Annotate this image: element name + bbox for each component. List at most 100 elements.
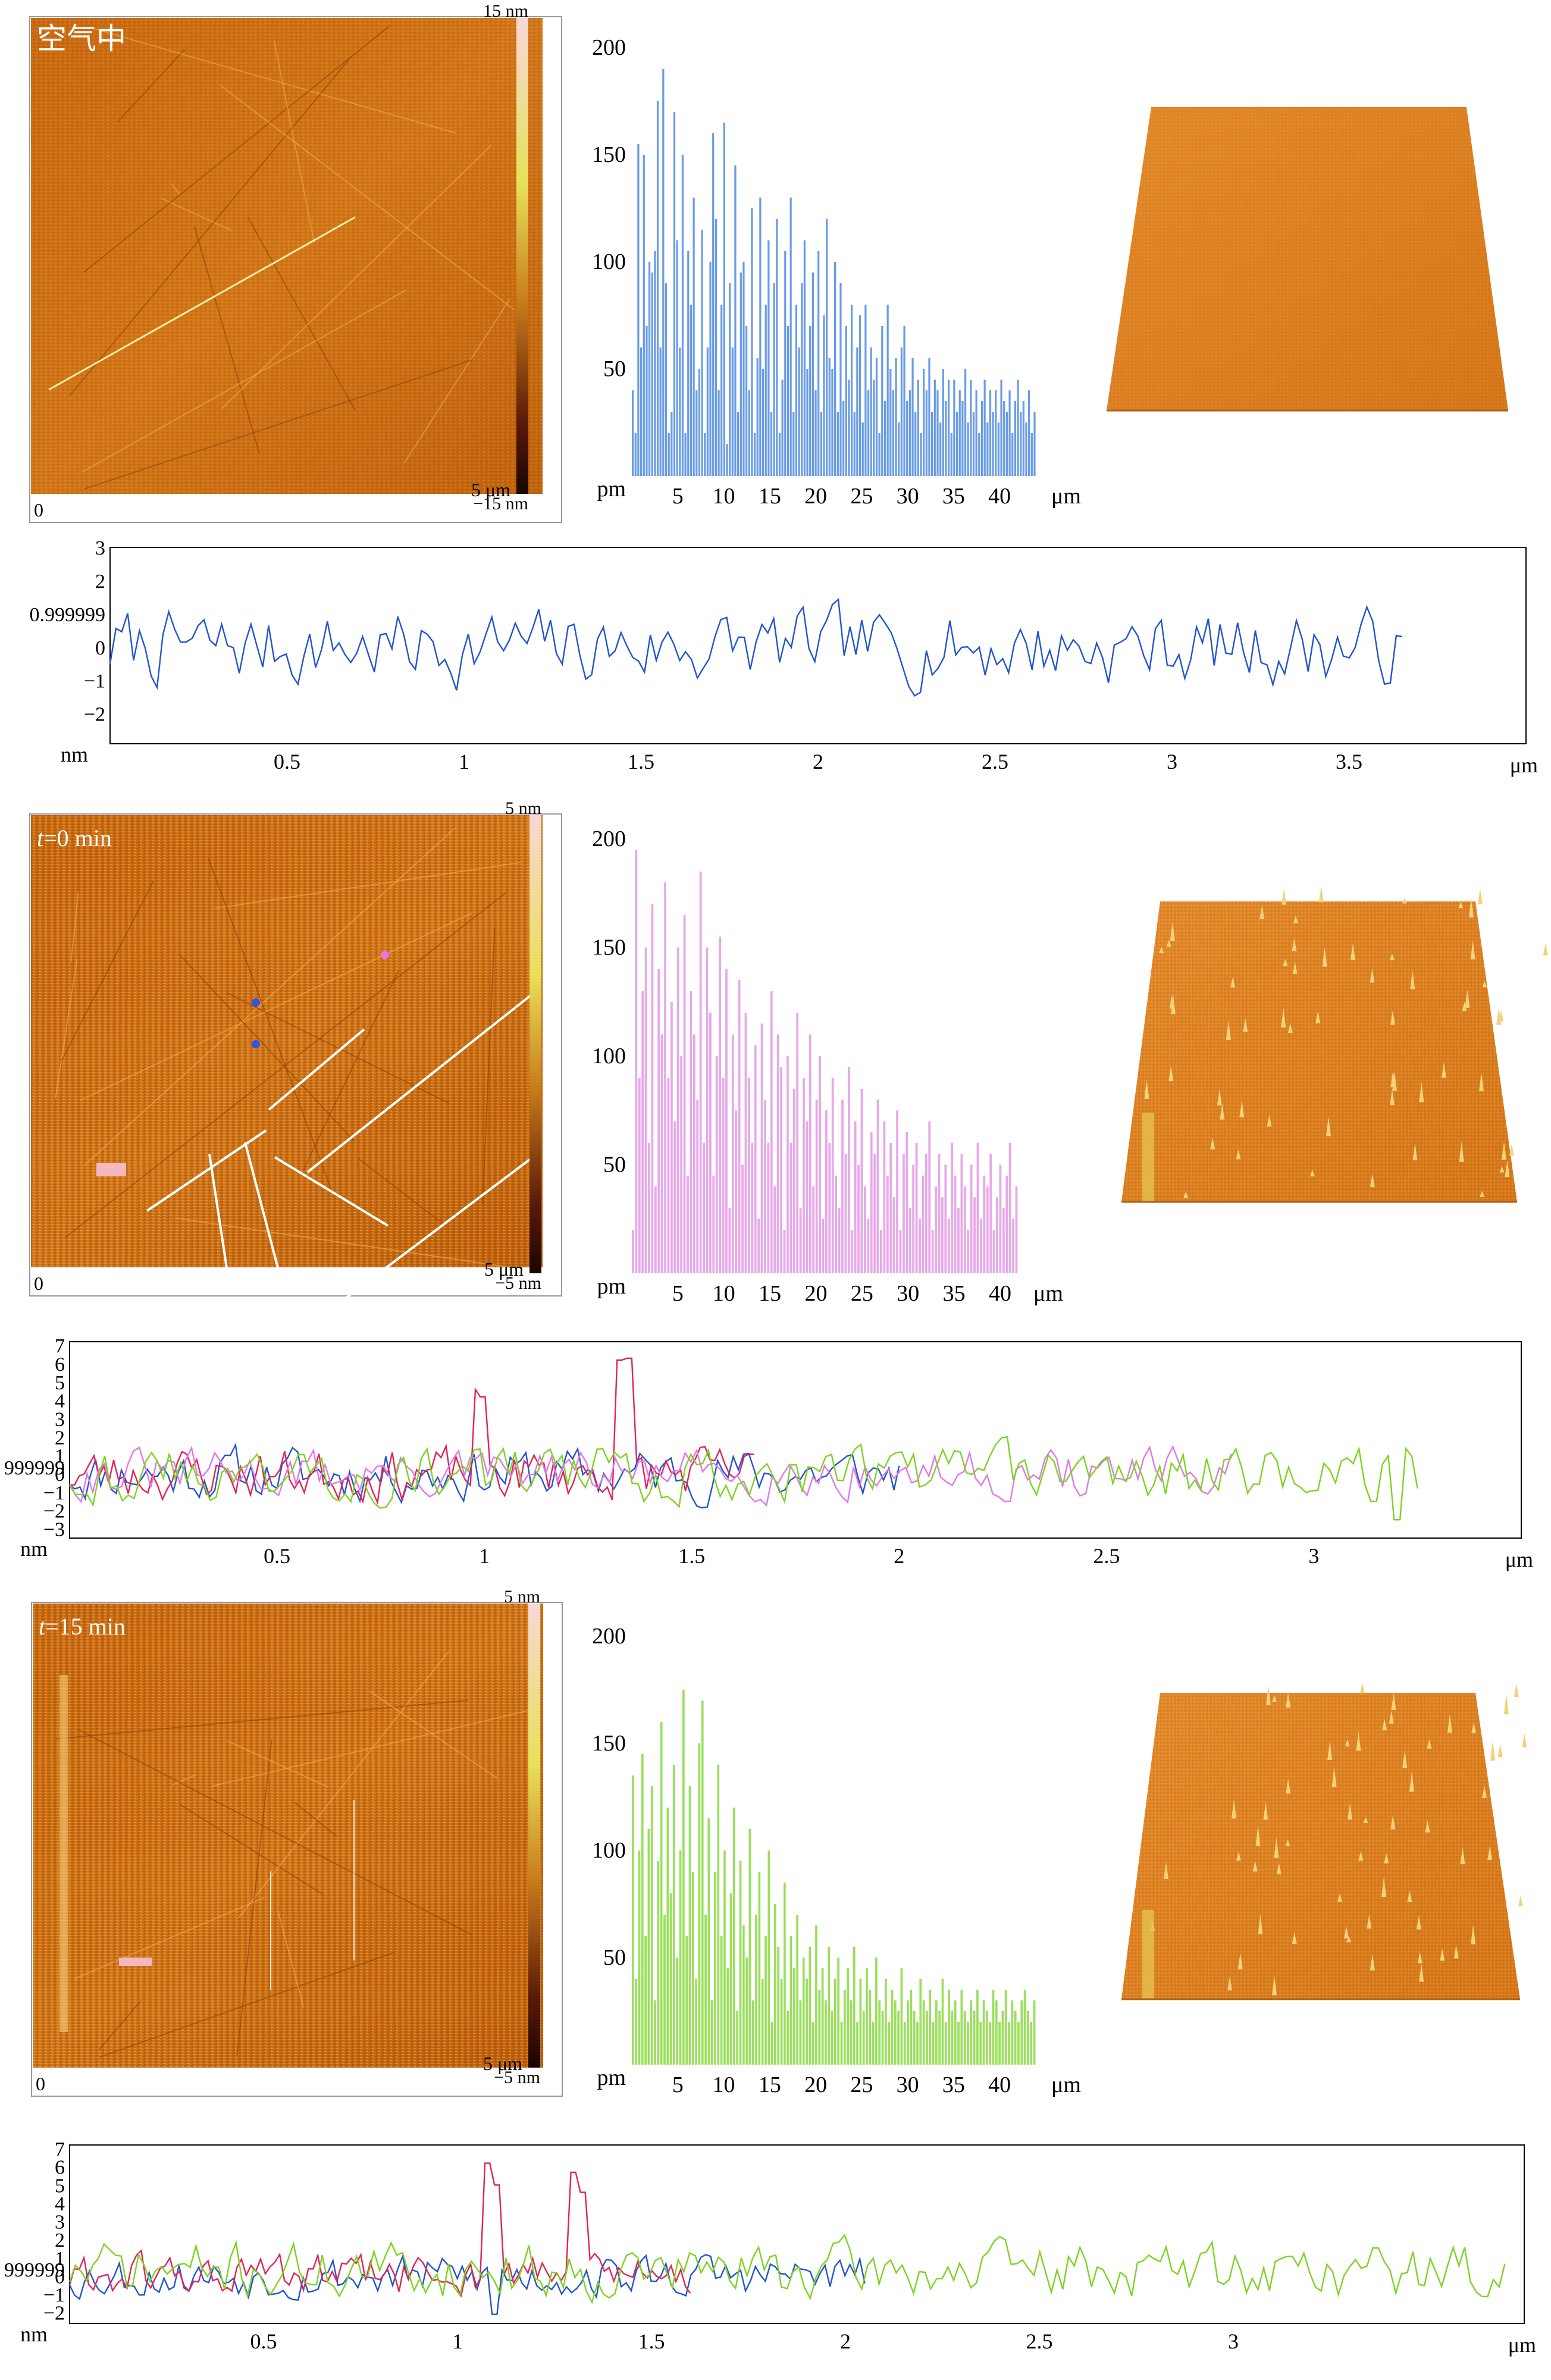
histogram-x-tick: 5	[672, 2072, 684, 2097]
histogram-bar	[982, 2000, 985, 2065]
histogram-bar	[826, 219, 828, 476]
histogram-bar	[758, 1872, 761, 2065]
histogram-bar	[650, 1786, 653, 2065]
histogram-bar	[792, 1968, 795, 2065]
histogram-x-tick: 35	[942, 484, 965, 509]
histogram-bar	[889, 1143, 892, 1273]
colorbar	[516, 18, 528, 494]
histogram-bar	[690, 305, 693, 476]
histogram-bar	[926, 2011, 928, 2065]
afm-scratch	[358, 1158, 442, 1223]
histogram-bar	[834, 262, 836, 476]
surface-spike	[1370, 1173, 1375, 1188]
surface-spike	[1276, 1862, 1281, 1875]
profile-x-tick: 2.5	[1026, 2329, 1053, 2353]
histogram-bar	[950, 433, 952, 476]
histogram-bar	[798, 347, 800, 476]
histogram-bar	[1004, 1990, 1007, 2065]
histogram-bar	[712, 1175, 715, 1273]
surface-spike	[1236, 1149, 1241, 1160]
surface-spike	[1237, 1952, 1243, 1969]
histogram-bar	[899, 1230, 902, 1273]
surface-spike	[1272, 1975, 1277, 1996]
histogram-bar	[698, 369, 701, 476]
histogram-bar	[737, 412, 740, 476]
profile-x-unit: μm	[1505, 1548, 1533, 1571]
histogram-bar	[1030, 2022, 1033, 2065]
surface-spike	[1468, 898, 1474, 918]
profile-y-tick: −2	[43, 1501, 65, 1523]
afm-profile-line	[274, 1156, 389, 1227]
histogram-bar	[960, 1990, 963, 2065]
surface-spike	[1425, 1820, 1430, 1833]
histogram-bar	[632, 1775, 634, 2065]
histogram-bar	[654, 1186, 657, 1273]
histogram-bar	[701, 1701, 704, 2065]
histogram-bar	[757, 1219, 760, 1273]
surface-spike	[1389, 1711, 1394, 1724]
histogram-bar	[709, 1013, 712, 1273]
histogram-x-tick: 20	[805, 1281, 828, 1306]
histogram-x-tick: 40	[988, 2072, 1011, 2097]
surface-spike	[1345, 1739, 1350, 1747]
histogram-bar	[834, 1979, 836, 2065]
histogram-bar	[764, 305, 767, 476]
histogram-bar	[748, 1078, 750, 1273]
histogram-bar	[870, 347, 872, 476]
profile-y-tick: −2	[43, 2303, 65, 2325]
profile-y-tick: 2	[55, 1427, 65, 1449]
histogram-bar	[883, 1121, 886, 1273]
histogram-bar	[781, 380, 784, 476]
surface-spike	[1226, 1020, 1231, 1040]
histogram-bar	[878, 2000, 881, 2065]
histogram-bar	[1003, 401, 1005, 476]
surface-spike	[1503, 1693, 1509, 1715]
histogram-bar	[787, 326, 789, 476]
profile-y-tick: −3	[43, 1519, 65, 1541]
surface-spike	[1480, 1191, 1485, 1197]
profile-red	[69, 1357, 754, 1505]
histogram-bar	[992, 1230, 995, 1273]
histogram-bar	[856, 2022, 858, 2065]
histogram-bar	[845, 326, 847, 476]
histogram-x-tick: 10	[713, 2072, 735, 2097]
histogram-bar	[881, 326, 883, 476]
histogram-bar	[983, 1175, 986, 1273]
afm-scratch	[277, 1910, 305, 2008]
histogram-bar	[864, 1186, 866, 1273]
histogram-x-tick: 25	[851, 1281, 873, 1306]
afm-scratch	[172, 1774, 197, 1786]
histogram-bar	[970, 2000, 973, 2065]
afm-scratch	[99, 1952, 395, 2058]
histogram-bar	[738, 980, 741, 1273]
profile-y-tick: 3	[55, 1409, 65, 1431]
histogram-bar	[792, 1088, 795, 1273]
profile-y-tick: −2	[84, 704, 105, 726]
afm-scratch	[303, 970, 400, 1170]
histogram-bar	[892, 1197, 895, 1273]
afm-ridge	[59, 1675, 68, 2032]
afm-scratch	[226, 992, 450, 1104]
afm-scratch	[161, 198, 233, 231]
histogram-bar	[635, 1979, 638, 2065]
histogram-bar	[776, 219, 778, 476]
histogram-bar	[1020, 2000, 1023, 2065]
histogram-y-unit: pm	[597, 1274, 626, 1299]
histogram-bar	[989, 1154, 992, 1273]
histogram-bar	[938, 1154, 941, 1273]
histogram-bar	[915, 1143, 918, 1273]
surface-spike	[1487, 1845, 1493, 1861]
profile-y-tick: 1	[55, 1445, 65, 1467]
histogram-bar	[676, 1958, 679, 2065]
histogram-bar	[729, 283, 731, 476]
profile-y-tick: 5	[55, 2175, 65, 2197]
histogram-bar	[745, 1958, 748, 2065]
surface-spike	[1482, 1785, 1487, 1798]
surface-spike	[1419, 1964, 1424, 1982]
histogram-x-tick: 20	[804, 484, 827, 509]
histogram-bar	[873, 1154, 876, 1273]
afm-scratch	[221, 144, 492, 409]
surface-spike	[1281, 1007, 1286, 1028]
histogram-bar	[704, 433, 706, 476]
afm-scratch	[226, 1740, 329, 1788]
